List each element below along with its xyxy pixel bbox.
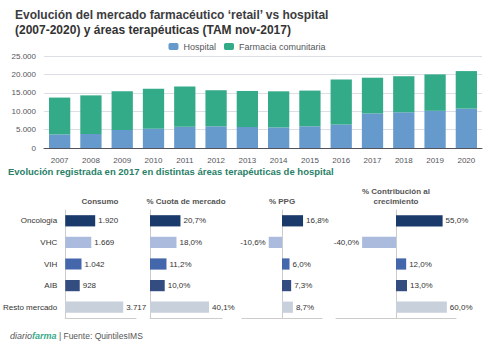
svg-text:55,0%: 55,0% bbox=[446, 216, 469, 225]
svg-text:1.920: 1.920 bbox=[98, 216, 119, 225]
svg-text:20,7%: 20,7% bbox=[183, 216, 206, 225]
svg-text:1.669: 1.669 bbox=[94, 238, 115, 247]
svg-text:2016: 2016 bbox=[332, 156, 350, 165]
svg-text:928: 928 bbox=[83, 281, 97, 290]
svg-text:18,0%: 18,0% bbox=[179, 238, 202, 247]
svg-text:6,0%: 6,0% bbox=[293, 260, 311, 269]
svg-text:Evolución del mercado farmacéu: Evolución del mercado farmacéutico ‘reta… bbox=[15, 8, 328, 22]
svg-text:% PPG: % PPG bbox=[269, 197, 295, 206]
svg-text:% Contribución al: % Contribución al bbox=[362, 187, 430, 196]
svg-text:Hospital: Hospital bbox=[183, 42, 216, 52]
svg-text:Farmacia comunitaria: Farmacia comunitaria bbox=[239, 42, 326, 52]
svg-text:% Cuota de mercado: % Cuota de mercado bbox=[146, 197, 225, 206]
svg-text:5.000: 5.000 bbox=[16, 125, 37, 134]
svg-text:16,8%: 16,8% bbox=[306, 216, 329, 225]
svg-text:12,0%: 12,0% bbox=[409, 260, 432, 269]
svg-text:1.042: 1.042 bbox=[85, 260, 106, 269]
svg-text:8,7%: 8,7% bbox=[296, 303, 314, 312]
svg-text:diario: diario bbox=[10, 331, 32, 341]
svg-text:Consumo: Consumo bbox=[82, 197, 119, 206]
svg-text:10,0%: 10,0% bbox=[168, 281, 191, 290]
svg-text:25.000: 25.000 bbox=[12, 52, 37, 61]
svg-text:VIH: VIH bbox=[44, 260, 58, 269]
svg-text:2008: 2008 bbox=[82, 156, 100, 165]
svg-text:2007: 2007 bbox=[51, 156, 69, 165]
svg-text:Resto mercado: Resto mercado bbox=[3, 303, 58, 312]
svg-text:40,1%: 40,1% bbox=[212, 303, 235, 312]
svg-text:| Fuente: QuintilesIMS: | Fuente: QuintilesIMS bbox=[57, 331, 144, 341]
svg-text:(2007-2020) y áreas terapéutic: (2007-2020) y áreas terapéuticas (TAM no… bbox=[15, 23, 291, 37]
svg-text:20.000: 20.000 bbox=[12, 70, 37, 79]
svg-text:crecimiento: crecimiento bbox=[374, 197, 419, 206]
svg-text:2010: 2010 bbox=[145, 156, 163, 165]
svg-text:2017: 2017 bbox=[364, 156, 382, 165]
svg-text:11,2%: 11,2% bbox=[169, 260, 191, 269]
svg-text:2019: 2019 bbox=[426, 156, 444, 165]
svg-text:2009: 2009 bbox=[113, 156, 131, 165]
svg-text:0: 0 bbox=[32, 144, 37, 153]
svg-text:60,0%: 60,0% bbox=[450, 303, 473, 312]
svg-text:2018: 2018 bbox=[395, 156, 413, 165]
svg-text:13,0%: 13,0% bbox=[410, 281, 433, 290]
svg-text:-40,0%: -40,0% bbox=[334, 238, 359, 247]
svg-text:2011: 2011 bbox=[176, 156, 194, 165]
svg-text:2014: 2014 bbox=[270, 156, 288, 165]
svg-text:3.717: 3.717 bbox=[126, 303, 147, 312]
svg-text:farma: farma bbox=[32, 331, 57, 341]
svg-text:2012: 2012 bbox=[207, 156, 225, 165]
svg-text:7,3%: 7,3% bbox=[294, 281, 312, 290]
svg-text:15.000: 15.000 bbox=[12, 88, 37, 97]
svg-text:-10,6%: -10,6% bbox=[240, 238, 265, 247]
svg-text:Evolución registrada en 2017 e: Evolución registrada en 2017 en distinta… bbox=[8, 166, 334, 177]
svg-text:Oncología: Oncología bbox=[21, 216, 58, 225]
svg-text:2015: 2015 bbox=[301, 156, 319, 165]
svg-text:2020: 2020 bbox=[457, 156, 475, 165]
svg-text:AIB: AIB bbox=[44, 281, 57, 290]
svg-text:2013: 2013 bbox=[238, 156, 256, 165]
svg-text:VHC: VHC bbox=[40, 238, 57, 247]
svg-text:10.000: 10.000 bbox=[12, 107, 37, 116]
